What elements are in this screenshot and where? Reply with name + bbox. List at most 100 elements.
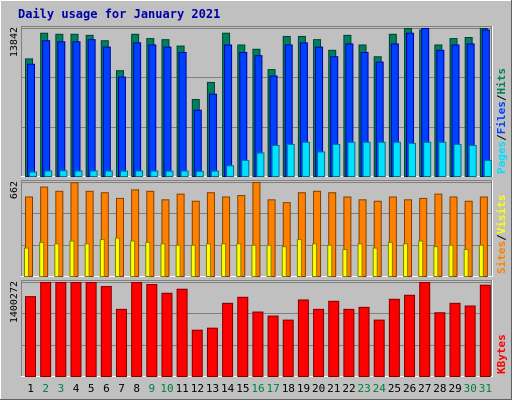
legend-pages: Pages [495, 141, 508, 174]
bar-sites-day-2 [39, 241, 45, 277]
legend-text: Sites/Visits [495, 195, 508, 275]
bar-kbytes-day-30 [464, 305, 476, 378]
bar-sites-day-4 [69, 240, 75, 277]
panel-kbytes: 1400272 KBytes [9, 280, 508, 378]
bar-sites-day-1 [24, 247, 29, 278]
x-label-day-21: 21 [327, 382, 340, 395]
bar-sites-day-19 [296, 239, 302, 278]
x-label-day-31: 31 [479, 382, 492, 395]
bar-files-day-7 [117, 76, 126, 177]
bar-files-day-8 [133, 42, 142, 177]
bar-files-day-15 [239, 51, 248, 177]
bar-pages-day-5 [89, 170, 98, 177]
bar-kbytes-day-4 [70, 282, 82, 377]
bar-sites-day-25 [387, 241, 393, 277]
bar-pages-day-22 [347, 141, 356, 178]
bar-kbytes-day-27 [419, 282, 431, 377]
bar-sites-day-31 [478, 244, 484, 277]
bar-sites-day-15 [236, 243, 242, 277]
bar-kbytes-day-31 [479, 284, 491, 378]
bar-pages-day-9 [150, 170, 159, 177]
bar-kbytes-day-26 [404, 294, 416, 377]
bar-kbytes-day-7 [115, 308, 127, 377]
x-label-day-3: 3 [58, 382, 65, 395]
bar-kbytes-day-20 [313, 308, 325, 377]
bar-kbytes-day-25 [388, 298, 400, 378]
bar-kbytes-day-2 [40, 282, 52, 377]
bar-sites-day-26 [403, 243, 409, 277]
bar-pages-day-27 [423, 141, 432, 178]
x-label-day-15: 15 [236, 382, 249, 395]
bar-files-day-10 [163, 46, 172, 178]
bar-sites-day-11 [175, 244, 181, 277]
bar-pages-day-13 [210, 170, 219, 177]
bar-kbytes-day-10 [161, 292, 173, 377]
x-label-day-26: 26 [403, 382, 416, 395]
legend-separator: / [495, 234, 508, 241]
bar-kbytes-day-12 [191, 329, 203, 377]
bar-kbytes-day-11 [176, 288, 188, 377]
x-label-day-18: 18 [282, 382, 295, 395]
x-label-day-16: 16 [251, 382, 264, 395]
bar-pages-day-24 [377, 141, 386, 178]
x-label-day-17: 17 [267, 382, 280, 395]
x-label-day-24: 24 [373, 382, 387, 395]
chart-title: Daily usage for January 2021 [18, 7, 220, 21]
bar-pages-day-6 [104, 170, 113, 177]
bar-files-day-6 [102, 46, 111, 178]
bar-files-day-1 [27, 63, 35, 177]
bar-pages-day-1 [29, 171, 37, 178]
bar-kbytes-day-8 [131, 282, 143, 377]
legend-separator: / [495, 94, 508, 101]
bar-sites-day-10 [160, 243, 166, 277]
bar-sites-day-9 [145, 241, 151, 277]
bar-pages-day-20 [317, 151, 326, 177]
x-label-day-25: 25 [388, 382, 401, 395]
bar-pages-day-15 [241, 159, 250, 177]
x-label-day-13: 13 [206, 382, 219, 395]
bars-hits_files_pages [25, 28, 492, 178]
x-label-day-2: 2 [42, 382, 49, 395]
x-label-day-14: 14 [221, 382, 235, 395]
bar-kbytes-day-6 [100, 286, 112, 377]
bar-kbytes-day-5 [85, 282, 97, 377]
bar-sites-day-23 [357, 243, 363, 277]
legend-visits_sites: Sites/Visits [495, 195, 508, 275]
x-label-day-29: 29 [448, 382, 461, 395]
bar-pages-day-3 [59, 170, 68, 178]
bar-sites-day-28 [433, 246, 439, 278]
x-label-day-23: 23 [358, 382, 371, 395]
x-label-day-6: 6 [103, 382, 110, 395]
legend-hits_files_pages: Pages/Files/Hits [495, 68, 508, 174]
bar-sites-day-16 [251, 244, 257, 277]
bar-pages-day-29 [453, 143, 462, 177]
legend-files: Files [495, 101, 508, 134]
legend-text: KBytes [495, 334, 508, 374]
bar-kbytes-day-21 [328, 300, 340, 377]
bar-sites-day-12 [190, 244, 196, 277]
panel-visits_sites: 662 Sites/Visits [9, 180, 508, 278]
bar-sites-day-22 [342, 249, 348, 277]
bar-sites-day-29 [448, 244, 454, 277]
bar-pages-day-2 [44, 170, 53, 177]
x-label-day-7: 7 [118, 382, 125, 395]
x-label-day-28: 28 [433, 382, 446, 395]
bar-kbytes-day-1 [25, 296, 36, 377]
bar-pages-day-19 [301, 141, 310, 178]
legend-visits: Visits [495, 195, 508, 235]
bar-pages-day-28 [438, 141, 447, 178]
x-label-day-1: 1 [27, 382, 34, 395]
bar-kbytes-day-18 [282, 319, 294, 378]
bar-sites-day-6 [99, 239, 105, 278]
bar-sites-day-20 [312, 243, 318, 277]
bar-files-day-11 [178, 51, 187, 177]
legend-kbytes: KBytes [495, 334, 508, 374]
bar-kbytes-day-17 [267, 315, 279, 377]
bar-sites-day-24 [372, 247, 378, 278]
bar-sites-day-17 [266, 244, 272, 277]
bar-kbytes-day-13 [206, 327, 218, 377]
bar-pages-day-8 [135, 170, 144, 177]
bar-files-day-4 [72, 41, 81, 177]
y-max-label: 1400272 [9, 281, 20, 323]
